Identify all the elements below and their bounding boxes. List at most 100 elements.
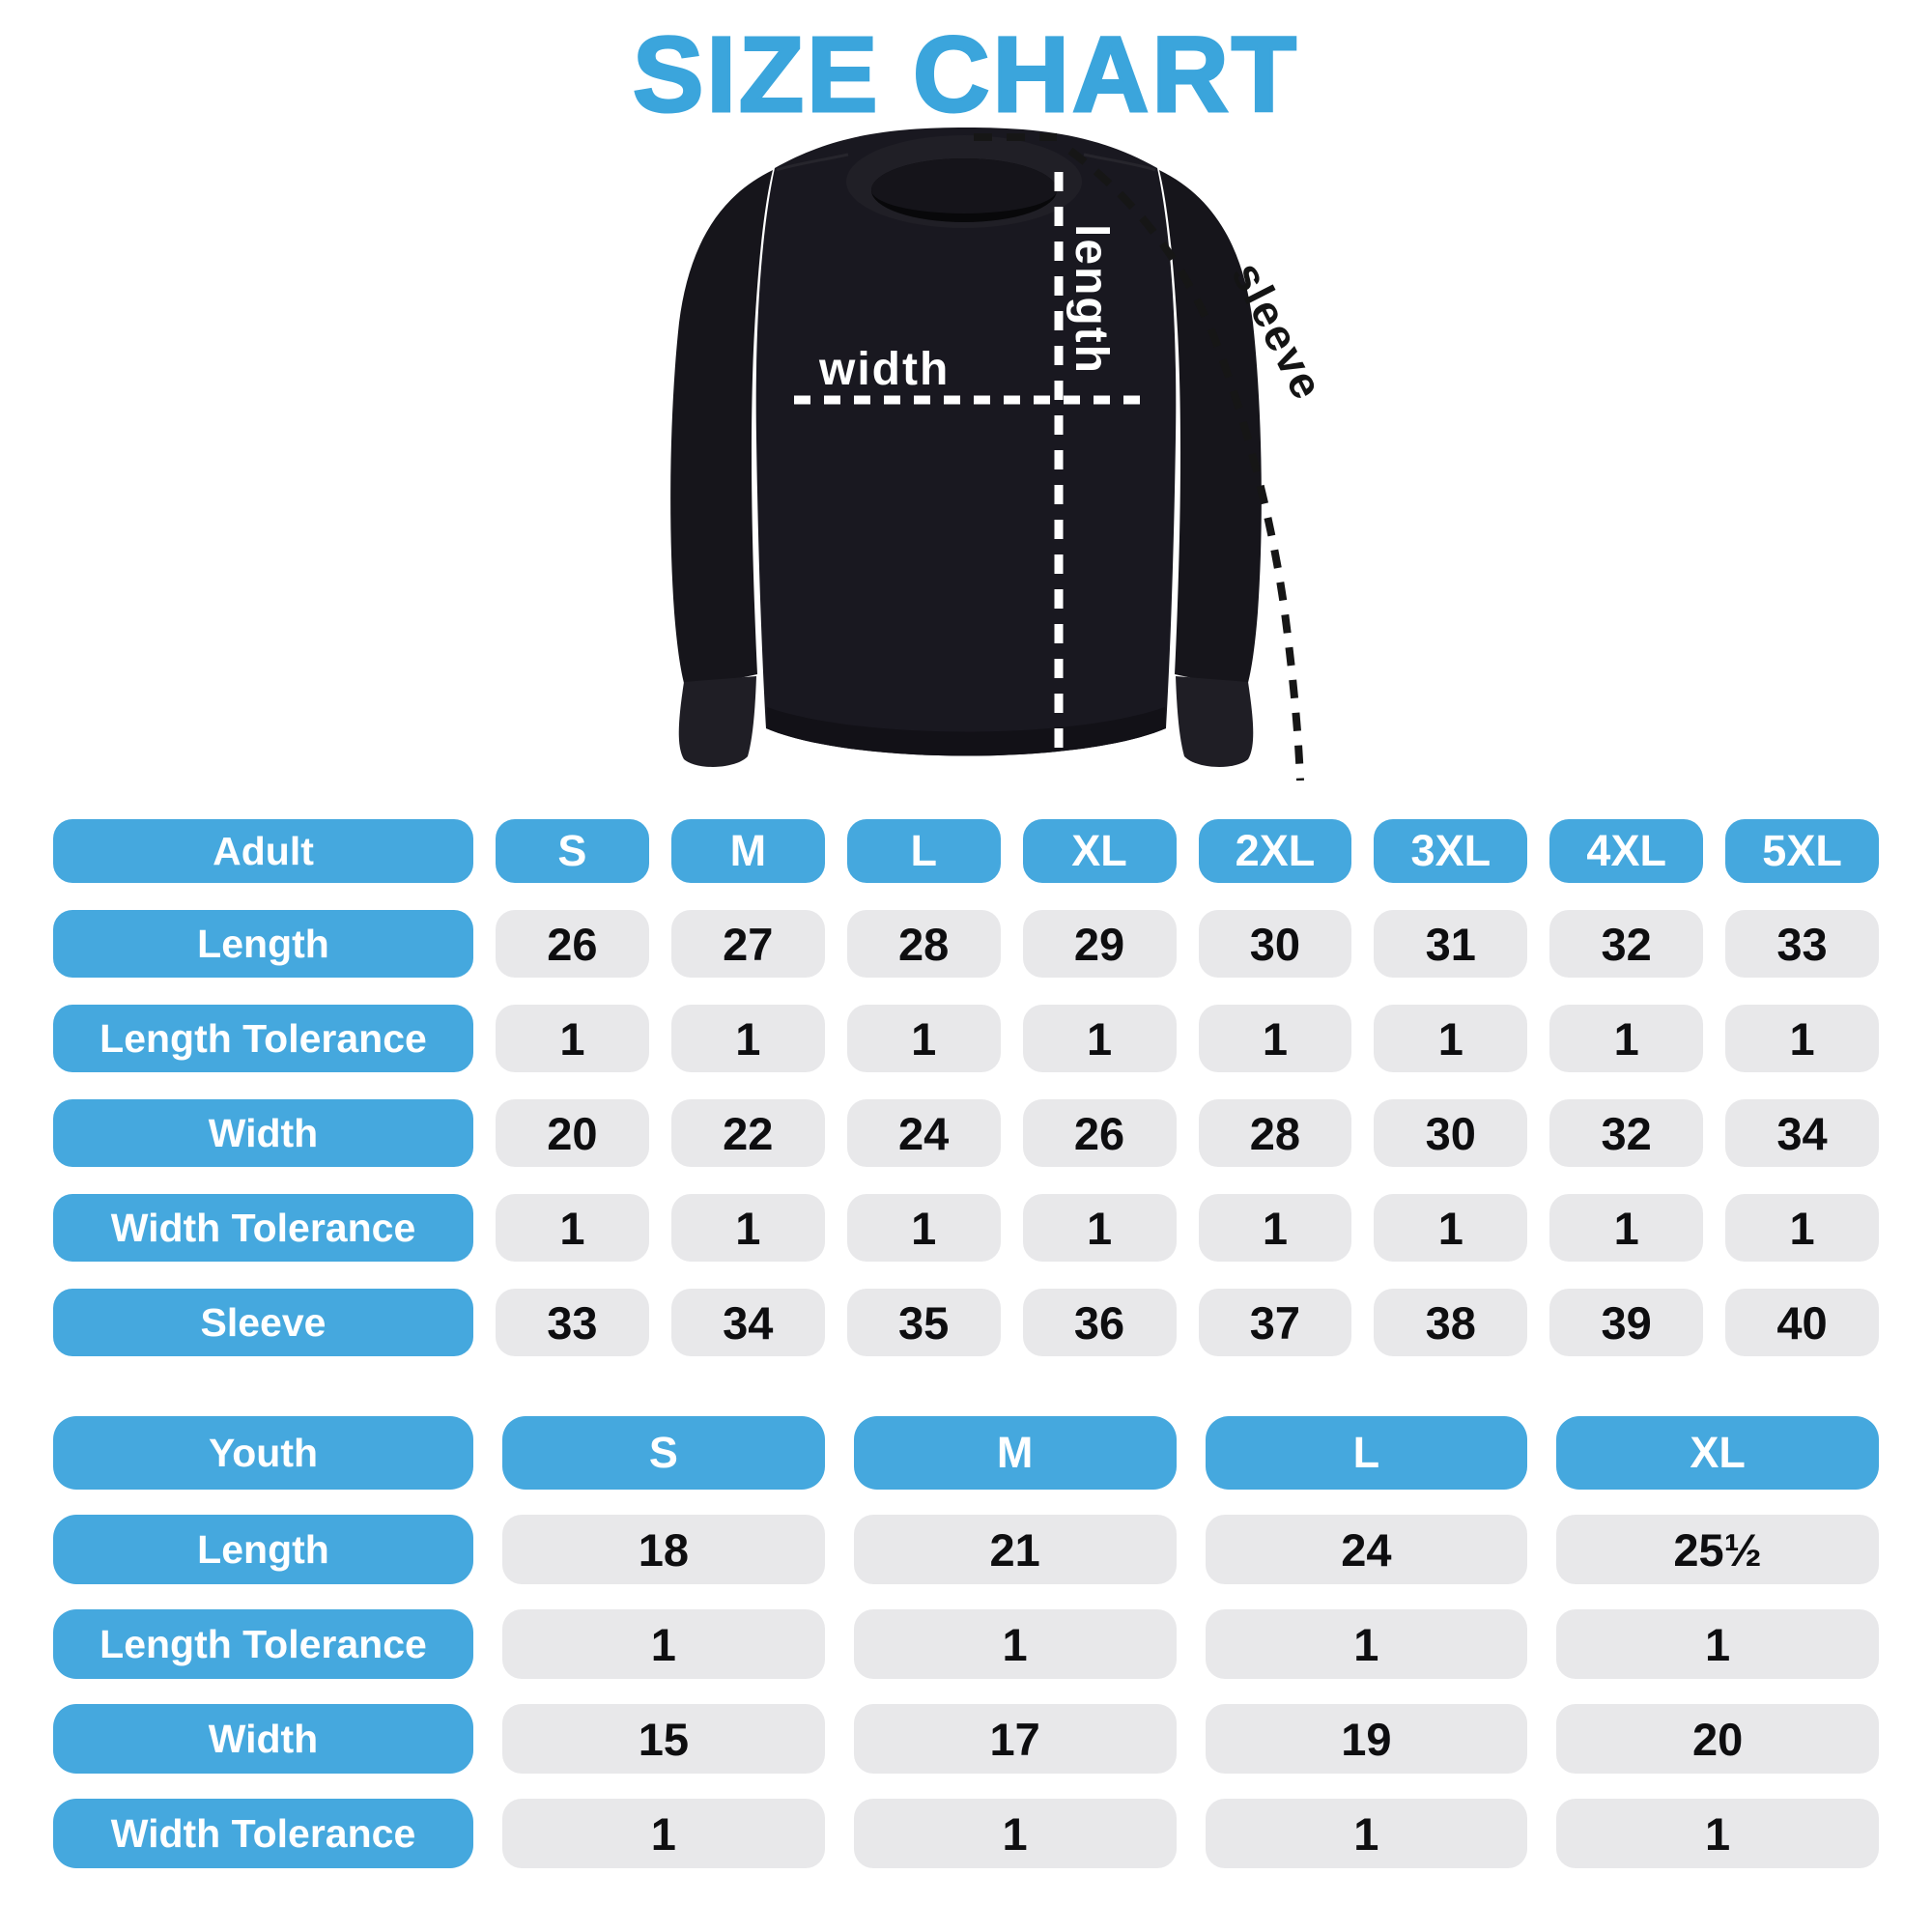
size-header-cell: XL [1022,819,1177,883]
table-row-width: Width 20 22 24 26 28 30 32 34 [53,1099,1879,1167]
size-cell: 1 [846,1194,1001,1262]
size-cell: 28 [846,910,1001,978]
size-cell: 1 [670,1194,825,1262]
size-cell: 1 [496,1194,649,1262]
size-cell: 26 [1022,1099,1177,1167]
size-cell: 1 [1374,1194,1528,1262]
size-cell: 32 [1549,910,1704,978]
size-cell: 21 [853,1515,1177,1584]
size-cell: 34 [1725,1099,1879,1167]
sweatshirt-seams [776,153,1156,172]
length-label: length [1065,224,1117,375]
size-cell: 20 [1556,1704,1879,1774]
size-cell: 25½ [1556,1515,1879,1584]
size-header-cell: M [670,819,825,883]
table-row-length: Length 26 27 28 29 30 31 32 33 [53,910,1879,978]
size-cell: 1 [1205,1799,1528,1868]
row-label: Length Tolerance [53,1005,473,1072]
sweatshirt-hem-band [766,707,1166,756]
size-cell: 1 [846,1005,1001,1072]
size-cell: 1 [1022,1194,1177,1262]
size-cell: 15 [502,1704,825,1774]
size-cell: 33 [496,1289,649,1356]
size-header-cell: 5XL [1725,819,1879,883]
size-cell: 39 [1549,1289,1704,1356]
size-header-cell: M [853,1416,1177,1490]
size-cell: 1 [1725,1194,1879,1262]
row-label: Length Tolerance [53,1609,473,1679]
row-label: Adult [53,819,473,883]
size-cell: 1 [670,1005,825,1072]
size-cell: 30 [1198,910,1352,978]
size-cell: 31 [1374,910,1528,978]
row-label: Width [53,1704,473,1774]
sweatshirt-graphic: length width sleeve [670,128,1334,781]
size-header-cell: S [502,1416,825,1490]
size-cell: 1 [1374,1005,1528,1072]
sweatshirt-left-cuff [678,676,756,767]
sweatshirt-right-cuff [1176,676,1254,767]
size-cell: 1 [496,1005,649,1072]
sweatshirt-right-sleeve [1159,170,1262,690]
sweatshirt-left-sleeve [670,170,773,690]
size-cell: 33 [1725,910,1879,978]
row-label: Width Tolerance [53,1799,473,1868]
size-cell: 27 [670,910,825,978]
size-cell: 24 [1205,1515,1528,1584]
size-cell: 1 [502,1609,825,1679]
size-cell: 30 [1374,1099,1528,1167]
row-label: Width [53,1099,473,1167]
size-cell: 1 [853,1799,1177,1868]
size-header-cell: S [496,819,649,883]
table-row-width: Width 15 17 19 20 [53,1704,1879,1774]
size-header-cell: L [846,819,1001,883]
size-header-cell: 3XL [1374,819,1528,883]
size-cell: 1 [1549,1005,1704,1072]
size-header-cell: 2XL [1198,819,1352,883]
size-cell: 1 [1022,1005,1177,1072]
youth-size-table: Youth S M L XL Length 18 21 24 25½ Lengt… [53,1416,1879,1868]
size-cell: 34 [670,1289,825,1356]
size-cell: 38 [1374,1289,1528,1356]
size-cell: 28 [1198,1099,1352,1167]
sweatshirt-collar-back [871,158,1057,213]
size-cell: 17 [853,1704,1177,1774]
row-label: Width Tolerance [53,1194,473,1262]
size-cell: 36 [1022,1289,1177,1356]
width-label: width [818,344,950,395]
size-cell: 37 [1198,1289,1352,1356]
table-row-length: Length 18 21 24 25½ [53,1515,1879,1584]
row-label: Youth [53,1416,473,1490]
row-label: Length [53,1515,473,1584]
size-cell: 32 [1549,1099,1704,1167]
size-header-cell: XL [1556,1416,1879,1490]
table-row-length-tolerance: Length Tolerance 1 1 1 1 1 1 1 1 [53,1005,1879,1072]
size-cell: 22 [670,1099,825,1167]
sleeve-line-curve [1067,147,1304,781]
size-cell: 26 [496,910,649,978]
size-cell: 29 [1022,910,1177,978]
size-cell: 20 [496,1099,649,1167]
size-cell: 24 [846,1099,1001,1167]
size-cell: 1 [1198,1194,1352,1262]
size-cell: 1 [1556,1609,1879,1679]
size-cell: 1 [1725,1005,1879,1072]
page-title: SIZE CHART [632,14,1299,136]
row-label: Sleeve [53,1289,473,1356]
table-row-width-tolerance: Width Tolerance 1 1 1 1 1 1 1 1 [53,1194,1879,1262]
size-cell: 19 [1205,1704,1528,1774]
size-cell: 1 [1198,1005,1352,1072]
size-cell: 18 [502,1515,825,1584]
table-row-width-tolerance: Width Tolerance 1 1 1 1 [53,1799,1879,1868]
table-row-sleeve: Sleeve 33 34 35 36 37 38 39 40 [53,1289,1879,1356]
table-row-length-tolerance: Length Tolerance 1 1 1 1 [53,1609,1879,1679]
size-cell: 1 [1205,1609,1528,1679]
size-cell: 40 [1725,1289,1879,1356]
size-cell: 1 [502,1799,825,1868]
sweatshirt-body [755,128,1177,756]
size-cell: 1 [1556,1799,1879,1868]
size-header-cell: 4XL [1549,819,1704,883]
size-header-cell: L [1205,1416,1528,1490]
row-label: Length [53,910,473,978]
size-cell: 35 [846,1289,1001,1356]
